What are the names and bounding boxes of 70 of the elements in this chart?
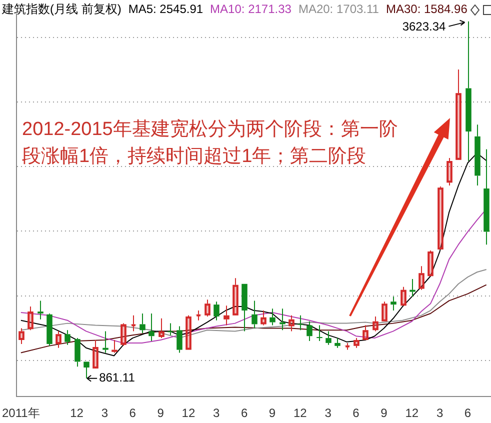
candlestick <box>102 330 108 354</box>
candlestick <box>362 324 368 340</box>
candlestick <box>28 306 34 331</box>
x-tick-label: 12 <box>70 406 84 420</box>
candlestick <box>64 330 70 346</box>
candlestick <box>326 330 332 346</box>
candlestick <box>298 314 304 331</box>
candlestick <box>428 250 434 276</box>
candlestick <box>390 296 396 312</box>
candlestick <box>92 339 98 369</box>
candlestick <box>456 68 462 160</box>
candlestick <box>334 338 340 348</box>
candlestick <box>252 300 258 329</box>
text: MA30: 1584.96 <box>386 2 468 16</box>
candlestick <box>418 266 424 290</box>
text: MA10: 2171.33 <box>210 2 292 16</box>
candlestick <box>382 301 388 322</box>
annotation: 861.11 <box>99 370 136 385</box>
candlestick <box>316 324 322 342</box>
x-tick-label: 12 <box>293 406 308 420</box>
candlestick <box>410 278 416 298</box>
x-tick-label: 3 <box>436 406 444 420</box>
annotation: 3623.34 <box>402 20 446 34</box>
x-tick-label: 6 <box>464 406 472 420</box>
candlestick <box>260 310 266 326</box>
annotation: 2012-2015年基建宽松分为两个阶段：第一阶段涨幅1倍，持续时间超过1年；第二阶段 <box>22 118 399 169</box>
x-tick-label: 12 <box>405 406 419 420</box>
x-tick-label: 3 <box>101 406 108 420</box>
candlestick <box>242 284 248 332</box>
x-tick-label: 6 <box>352 406 360 420</box>
candlestick <box>46 312 52 346</box>
candlestick <box>372 316 378 332</box>
candlestick <box>354 338 360 348</box>
candlestick <box>56 330 62 348</box>
candlestick <box>168 322 174 336</box>
x-tick-label: 9 <box>157 406 164 420</box>
candlestick <box>214 301 220 321</box>
x-tick-label: 6 <box>240 406 248 420</box>
candlestick <box>176 326 182 354</box>
candlestick <box>18 328 24 344</box>
x-tick-label: 2011年 <box>2 406 40 420</box>
x-tick-label: 9 <box>268 406 276 420</box>
candlestick <box>204 299 210 317</box>
candlestick <box>224 305 230 326</box>
candlestick <box>38 300 44 320</box>
candlestick <box>84 362 90 379</box>
candlestick <box>474 124 480 186</box>
candlestick <box>232 278 238 316</box>
x-tick-label: 3 <box>324 406 332 420</box>
candlestick <box>186 314 192 350</box>
candlestick <box>288 314 294 332</box>
candlestick <box>438 186 444 250</box>
candlestick <box>270 308 276 326</box>
candlestick <box>112 339 118 354</box>
x-tick-label: 3 <box>213 406 220 420</box>
candlestick <box>400 286 406 306</box>
candlestick <box>140 312 146 334</box>
candlestick <box>148 312 154 342</box>
text: MA5: 2545.91 <box>128 2 204 16</box>
chart-title: 建筑指数(月线 前复权) <box>2 2 122 16</box>
candlestick <box>306 320 312 342</box>
x-tick-label: 12 <box>182 406 196 420</box>
candlestick <box>158 318 164 339</box>
candlestick <box>484 148 490 246</box>
candlestick <box>466 20 472 162</box>
x-tick-label: 6 <box>129 406 136 420</box>
x-tick-label: 9 <box>380 406 388 420</box>
candlestick <box>74 338 80 368</box>
text: MA20: 1703.11 <box>298 2 379 16</box>
candlestick <box>446 157 452 186</box>
